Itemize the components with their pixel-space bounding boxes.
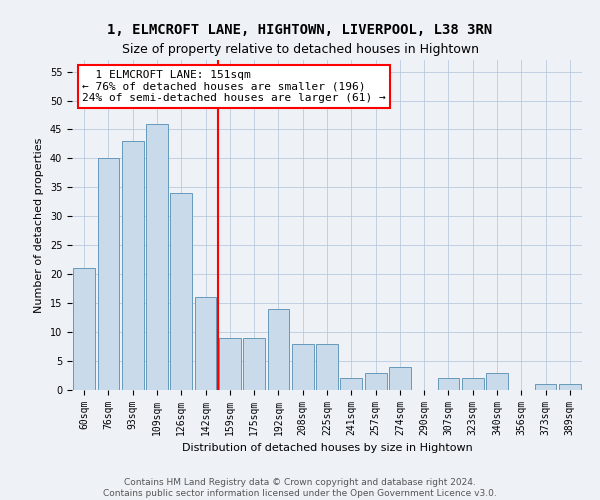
Bar [316,344,338,390]
X-axis label: Distribution of detached houses by size in Hightown: Distribution of detached houses by size … [182,444,472,454]
Bar [170,193,192,390]
Bar [243,338,265,390]
Bar [73,268,95,390]
Text: Size of property relative to detached houses in Hightown: Size of property relative to detached ho… [121,42,479,56]
Bar [437,378,460,390]
Y-axis label: Number of detached properties: Number of detached properties [34,138,44,312]
Text: 1 ELMCROFT LANE: 151sqm
← 76% of detached houses are smaller (196)
24% of semi-d: 1 ELMCROFT LANE: 151sqm ← 76% of detache… [82,70,386,103]
Text: Contains HM Land Registry data © Crown copyright and database right 2024.
Contai: Contains HM Land Registry data © Crown c… [103,478,497,498]
Bar [462,378,484,390]
Bar [535,384,556,390]
Bar [122,141,143,390]
Bar [97,158,119,390]
Bar [146,124,168,390]
Bar [389,367,411,390]
Bar [559,384,581,390]
Bar [292,344,314,390]
Bar [486,372,508,390]
Bar [365,372,386,390]
Bar [194,298,217,390]
Bar [268,309,289,390]
Bar [340,378,362,390]
Bar [219,338,241,390]
Text: 1, ELMCROFT LANE, HIGHTOWN, LIVERPOOL, L38 3RN: 1, ELMCROFT LANE, HIGHTOWN, LIVERPOOL, L… [107,22,493,36]
